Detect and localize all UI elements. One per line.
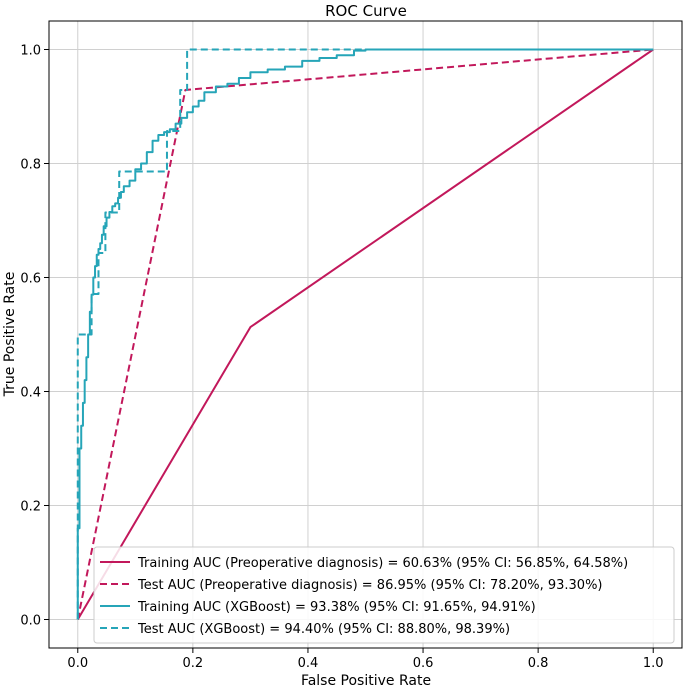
x-tick-label: 0.4 <box>298 656 319 671</box>
series-line-3 <box>76 48 654 620</box>
legend: Training AUC (Preoperative diagnosis) = … <box>93 546 675 644</box>
x-tick-label: 0.0 <box>67 656 88 671</box>
series-line-4 <box>76 48 654 620</box>
series-line-2 <box>76 48 654 620</box>
grid-lines <box>49 21 682 648</box>
y-tick-label: 0.4 <box>20 386 41 401</box>
x-tick-label: 0.6 <box>413 656 434 671</box>
x-axis-ticks: 0.0 0.2 0.4 0.6 0.8 1.0 <box>67 648 664 671</box>
legend-entry-1: Training AUC (Preoperative diagnosis) = … <box>137 556 628 571</box>
y-axis-ticks: 0.0 0.2 0.4 0.6 0.8 1.0 <box>20 44 49 629</box>
x-tick-label: 1.0 <box>643 656 664 671</box>
series-lines <box>76 48 654 621</box>
y-tick-label: 0.0 <box>20 614 41 629</box>
legend-box <box>93 546 675 644</box>
legend-entry-2: Test AUC (Preoperative diagnosis) = 86.9… <box>137 578 603 593</box>
x-tick-label: 0.8 <box>528 656 549 671</box>
x-tick-label: 0.2 <box>183 656 204 671</box>
chart-title: ROC Curve <box>325 2 407 20</box>
legend-entry-3: Training AUC (XGBoost) = 93.38% (95% CI:… <box>137 600 536 615</box>
y-axis-label: True Positive Rate <box>2 272 18 398</box>
y-tick-label: 1.0 <box>20 44 41 59</box>
legend-entry-4: Test AUC (XGBoost) = 94.40% (95% CI: 88.… <box>137 622 510 637</box>
y-tick-label: 0.6 <box>20 272 41 287</box>
series-line-1 <box>76 48 654 621</box>
y-tick-label: 0.8 <box>20 158 41 173</box>
x-axis-label: False Positive Rate <box>301 673 431 688</box>
plot-frame <box>48 20 683 649</box>
y-tick-label: 0.2 <box>20 500 41 515</box>
